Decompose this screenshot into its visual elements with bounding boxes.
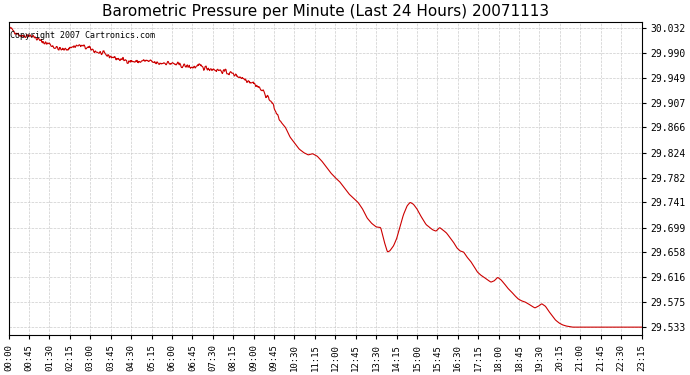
Title: Barometric Pressure per Minute (Last 24 Hours) 20071113: Barometric Pressure per Minute (Last 24 … (101, 4, 549, 19)
Text: Copyright 2007 Cartronics.com: Copyright 2007 Cartronics.com (10, 31, 155, 40)
